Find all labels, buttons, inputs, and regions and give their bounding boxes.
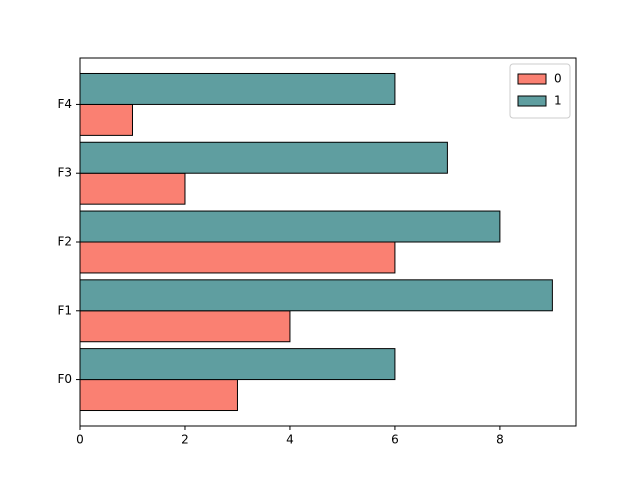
bar bbox=[79, 310, 291, 343]
y-tick-label: F3 bbox=[57, 166, 72, 180]
legend-label: 0 bbox=[554, 72, 562, 86]
bar bbox=[79, 348, 396, 381]
bar bbox=[79, 72, 396, 105]
x-tick-label: 6 bbox=[391, 433, 399, 447]
y-tick-label: F4 bbox=[57, 97, 72, 111]
bar bbox=[79, 210, 501, 243]
y-tick-label: F1 bbox=[57, 303, 72, 317]
bar bbox=[79, 172, 186, 205]
y-tick-label: F0 bbox=[57, 372, 72, 386]
legend-swatch bbox=[517, 73, 547, 85]
x-tick-label: 0 bbox=[76, 433, 84, 447]
bar bbox=[79, 241, 396, 274]
bar bbox=[79, 103, 133, 136]
bar bbox=[79, 141, 448, 174]
bar bbox=[79, 379, 238, 412]
x-tick-label: 2 bbox=[181, 433, 189, 447]
x-tick-label: 8 bbox=[496, 433, 504, 447]
x-tick-label: 4 bbox=[286, 433, 294, 447]
legend-label: 1 bbox=[554, 94, 562, 108]
bar bbox=[79, 279, 553, 312]
y-tick-label: F2 bbox=[57, 235, 72, 249]
legend-swatch bbox=[517, 95, 547, 107]
